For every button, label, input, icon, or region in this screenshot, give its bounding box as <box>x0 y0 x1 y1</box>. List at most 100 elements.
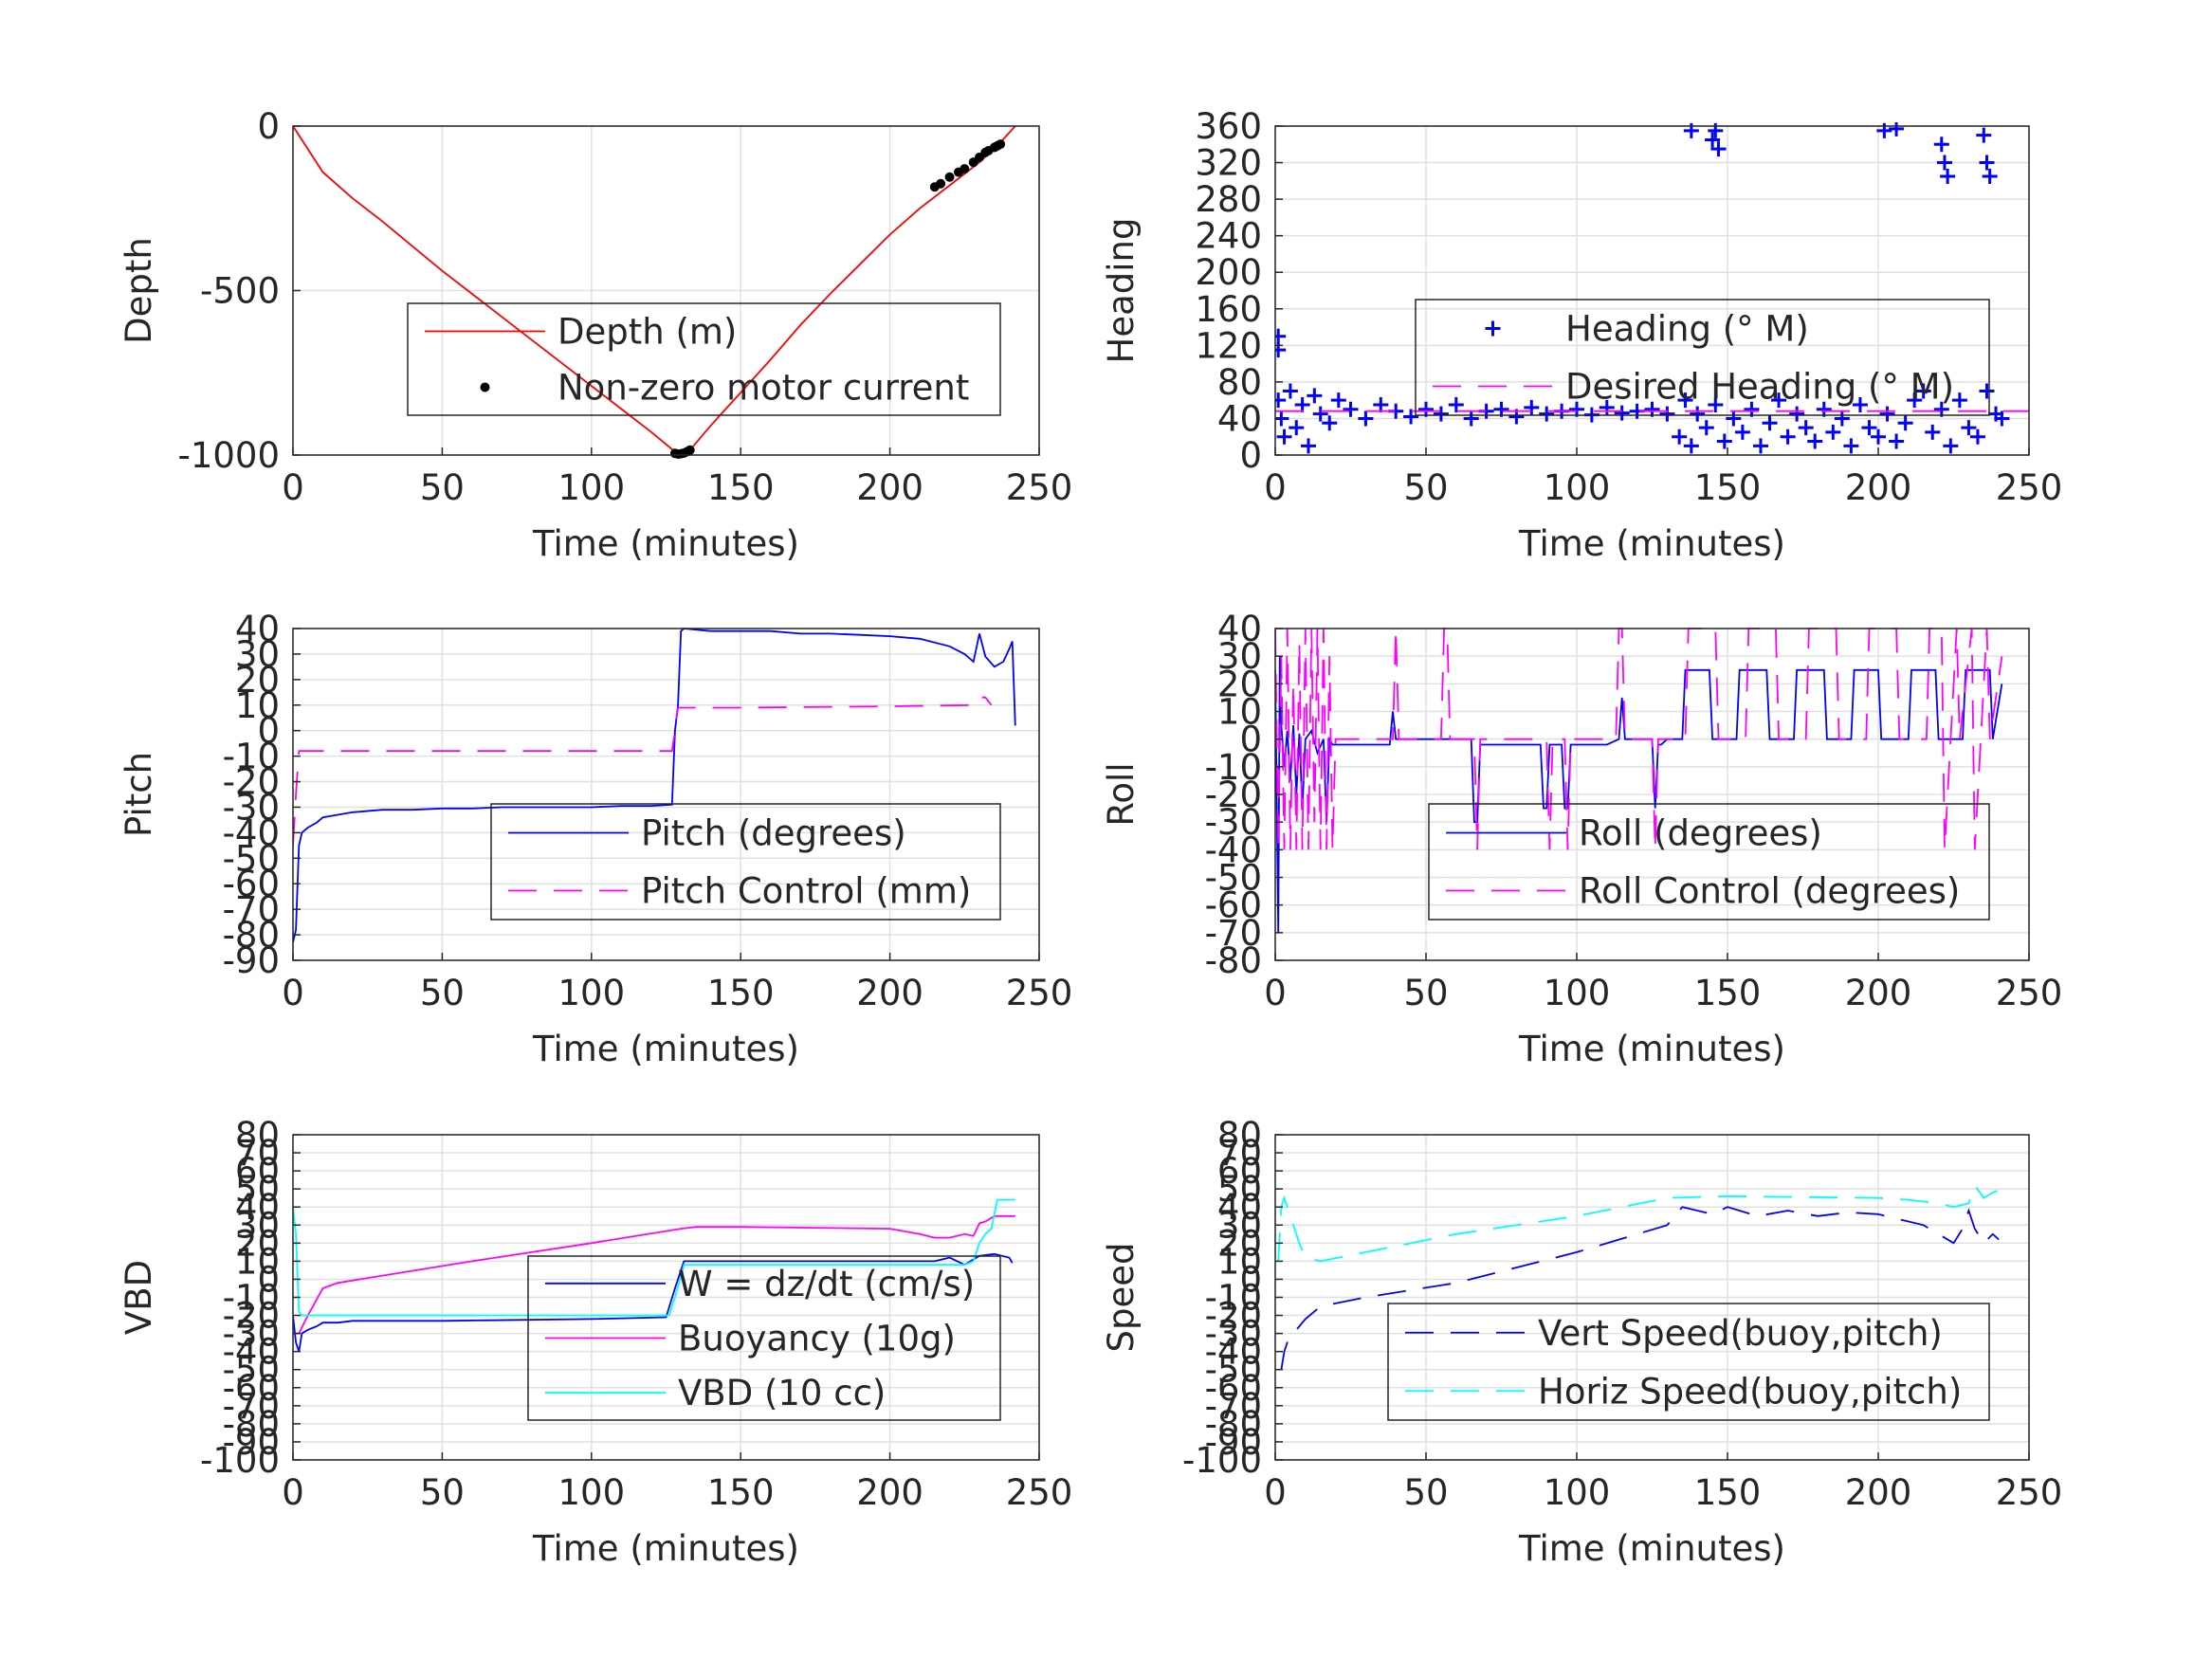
legend-label: Depth (m) <box>558 312 737 353</box>
x-tick-label: 150 <box>1694 1472 1762 1513</box>
series-heading-0-point <box>1940 169 1956 185</box>
series-heading-0-point <box>1726 410 1742 427</box>
plot-area <box>293 629 1039 960</box>
legend-label: Roll (degrees) <box>1579 813 1822 854</box>
x-tick-label: 200 <box>856 467 923 508</box>
series-depth-1-point <box>996 139 1006 150</box>
y-tick-label: -90 <box>223 940 280 981</box>
y-tick-label: 0 <box>1239 720 1262 760</box>
y-tick-label: 80 <box>1217 1115 1262 1156</box>
series-depth-1-point <box>936 178 946 189</box>
legend: Vert Speed(buoy,pitch) Horiz Speed(buoy,p… <box>1387 1303 1990 1421</box>
series-heading-0-point <box>1683 438 1699 454</box>
y-tick-label: 20 <box>235 1223 280 1264</box>
series-heading-0-point <box>1312 406 1328 422</box>
y-tick-label: 10 <box>235 685 280 726</box>
series-heading-0-point <box>1644 401 1660 417</box>
y-tick-label: 280 <box>1195 179 1262 220</box>
series-speed-0-line <box>1280 1206 2000 1370</box>
series-heading-0-point <box>1852 396 1868 412</box>
x-tick-label: 50 <box>420 467 465 508</box>
series-heading-0-point <box>1708 396 1724 412</box>
series-heading-0-point <box>1861 420 1877 436</box>
legend: Depth (m) Non-zero motor current <box>407 302 1001 416</box>
y-tick-label: -50 <box>223 838 280 879</box>
x-tick-label: 100 <box>1544 973 1611 1013</box>
y-tick-label: -70 <box>1205 1386 1262 1427</box>
x-tick-label: 150 <box>1694 467 1762 508</box>
y-tick-label: 0 <box>1239 1259 1262 1300</box>
series-heading-0-point <box>1403 409 1419 425</box>
series-heading-0-point <box>1282 383 1298 399</box>
axes-box <box>292 628 1040 961</box>
series-heading-0-point <box>1843 438 1859 454</box>
series-heading-0-point <box>1677 392 1693 409</box>
y-tick-label: -40 <box>1205 1332 1262 1373</box>
y-tick-label: -60 <box>223 864 280 904</box>
y-tick-label: -70 <box>223 889 280 930</box>
series-heading-0-point <box>1493 401 1509 417</box>
series-heading-0-point <box>1300 438 1316 454</box>
legend-label: Heading (° M) <box>1565 309 1809 350</box>
series-heading-0-point <box>1614 405 1630 421</box>
x-tick-label: 50 <box>1403 1472 1448 1513</box>
y-tick-label: -40 <box>1205 830 1262 870</box>
legend-label: Vert Speed(buoy,pitch) <box>1538 1313 1943 1354</box>
legend-label: VBD (10 cc) <box>678 1373 886 1413</box>
subplot-roll: 0 50 100 150 200 250-80-70-60-50-40-30-20-100… <box>1101 609 2062 1069</box>
series-heading-0-point <box>1672 428 1688 445</box>
series-heading-0-point <box>1982 169 1998 185</box>
y-tick-label: 80 <box>1217 362 1262 403</box>
series-heading-0-point <box>1275 328 1287 344</box>
series-heading-0-point <box>1979 383 1995 399</box>
legend-label: Roll Control (degrees) <box>1579 871 1960 912</box>
series-heading-0-point <box>1889 433 1905 449</box>
y-tick-label: -60 <box>223 1368 280 1409</box>
y-tick-label: -50 <box>223 1350 280 1391</box>
y-tick-label: -80 <box>223 1404 280 1445</box>
legend-box <box>1415 299 1990 416</box>
series-heading-0-point <box>1275 392 1287 409</box>
legend: Heading (° M) Desired Heading (° M) <box>1415 299 1990 416</box>
y-tick-label: -10 <box>223 1278 280 1319</box>
x-axis-label: Time (minutes) <box>532 1528 799 1569</box>
y-tick-label: -20 <box>1205 775 1262 815</box>
series-depth-1-point <box>960 164 970 174</box>
y-axis-label: Pitch <box>119 752 159 837</box>
y-tick-label: -30 <box>1205 1314 1262 1355</box>
series-heading-0-point <box>1289 420 1305 436</box>
series-heading-0-point <box>1933 137 1949 153</box>
y-tick-label: -30 <box>223 1314 280 1355</box>
y-tick-label: -20 <box>223 1296 280 1337</box>
series-heading-0-point <box>1907 392 1923 409</box>
series-heading-0-point <box>1343 401 1359 417</box>
legend-label: Pitch (degrees) <box>641 813 906 854</box>
series-group <box>293 1198 1015 1352</box>
x-axis-label: Time (minutes) <box>532 523 799 564</box>
x-tick-label: 250 <box>1996 1472 2063 1513</box>
y-tick-label: 200 <box>1195 252 1262 293</box>
subplot-depth: 0 50 100 150 200 250 -1000 -500 0 Time (minutes) D… <box>119 106 1072 564</box>
y-tick-label: 0 <box>257 1259 280 1300</box>
y-tick-label: -10 <box>1205 747 1262 788</box>
legend-box <box>407 302 1001 416</box>
y-tick-label: 10 <box>235 1241 280 1282</box>
legend-box <box>490 803 1001 921</box>
series-heading-0-point <box>1780 428 1796 445</box>
y-tick-label: 40 <box>235 609 280 649</box>
y-tick-label: 10 <box>1217 692 1262 733</box>
y-axis-label: Heading <box>1101 218 1142 364</box>
series-heading-0-point <box>1969 428 1985 445</box>
series-heading-0-point <box>1307 388 1323 404</box>
series-heading-0-point <box>1889 122 1905 137</box>
series-heading-0-point <box>1752 438 1768 454</box>
y-tick-label: 20 <box>235 660 280 701</box>
legend-label: Horiz Speed(buoy,pitch) <box>1538 1371 1962 1412</box>
x-tick-label: 0 <box>282 973 304 1013</box>
legend: Pitch (degrees) Pitch Control (mm) <box>490 803 1001 921</box>
y-axis-label: Speed <box>1101 1243 1142 1353</box>
y-tick-label: 320 <box>1195 143 1262 184</box>
legend: W = dz/dt (cm/s) Buoyancy (10g) VBD (10 cc… <box>527 1255 1001 1421</box>
series-heading-0-point <box>1994 410 2010 427</box>
y-tick-label: 0 <box>257 106 280 147</box>
